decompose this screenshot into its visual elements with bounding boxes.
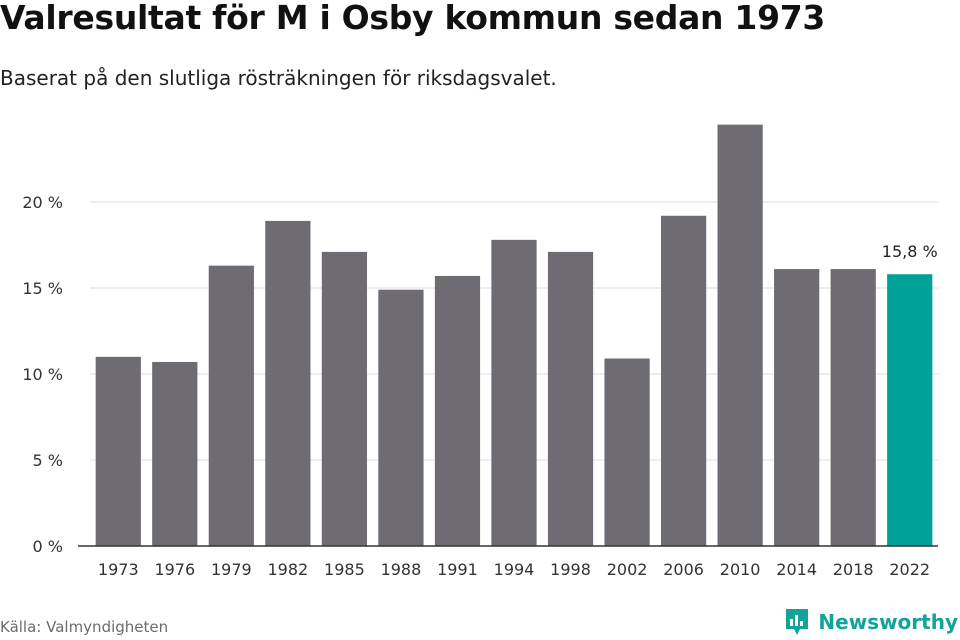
- bar: [208, 265, 254, 546]
- y-tick-label: 10 %: [22, 365, 63, 384]
- x-tick-label: 2002: [607, 560, 648, 579]
- chart-title: Valresultat för M i Osby kommun sedan 19…: [0, 0, 826, 37]
- y-tick-label: 15 %: [22, 279, 63, 298]
- brand-logo[interactable]: Newsworthy: [784, 607, 958, 637]
- newsworthy-logo-icon: [786, 609, 809, 635]
- x-tick-label: 1991: [437, 560, 478, 579]
- y-tick-label: 5 %: [33, 451, 63, 470]
- source-note: Källa: Valmyndigheten: [0, 618, 169, 636]
- x-tick-label: 1998: [550, 560, 591, 579]
- bar: [491, 239, 537, 546]
- bar: [265, 220, 311, 547]
- bar: [434, 275, 481, 546]
- x-tick-label: 1985: [324, 560, 365, 579]
- x-tick-label: 1973: [98, 560, 139, 579]
- bar: [717, 124, 763, 546]
- bar: [774, 269, 820, 546]
- bar: [95, 356, 141, 546]
- chart-subtitle: Baserat på den slutliga rösträkningen fö…: [0, 66, 557, 90]
- bar: [887, 274, 933, 546]
- bar: [660, 215, 707, 546]
- x-tick-label: 2014: [776, 560, 817, 579]
- y-tick-label: 0 %: [33, 537, 63, 556]
- x-tick-label: 1988: [381, 560, 422, 579]
- bar: [604, 358, 650, 546]
- x-tick-label: 2006: [663, 560, 704, 579]
- bar: [321, 251, 368, 546]
- bar: [152, 361, 198, 546]
- x-tick-label: 2022: [889, 560, 930, 579]
- bar: [378, 289, 424, 546]
- bar: [547, 251, 594, 546]
- brand-name: Newsworthy: [818, 610, 958, 634]
- x-tick-label: 1982: [268, 560, 309, 579]
- x-tick-label: 2010: [720, 560, 761, 579]
- bar: [830, 269, 876, 546]
- x-tick-label: 1976: [154, 560, 195, 579]
- x-tick-label: 2018: [833, 560, 874, 579]
- data-label: 15,8 %: [882, 242, 938, 261]
- x-tick-label: 1994: [494, 560, 535, 579]
- y-tick-label: 20 %: [22, 193, 63, 212]
- x-tick-label: 1979: [211, 560, 252, 579]
